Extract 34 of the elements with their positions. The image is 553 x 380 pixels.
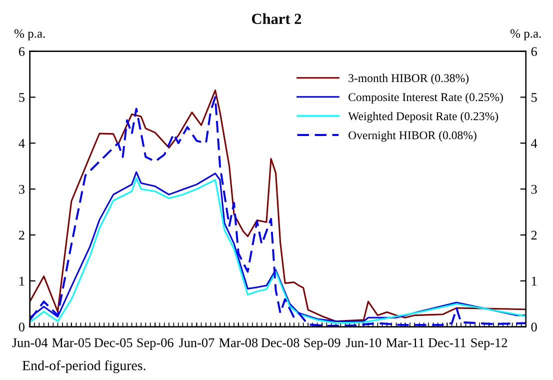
y2-tick-label: 1: [532, 276, 537, 286]
y2-tick-label: 2: [531, 230, 537, 240]
y2-tick-label: 4: [531, 139, 538, 148]
chart-title: Chart 2: [252, 13, 302, 24]
x-tick-label: Dec-05: [94, 338, 132, 348]
x-tick-label: Mar-05: [52, 338, 91, 348]
y-tick-label: 5: [19, 93, 24, 102]
x-tick-label: Sep-09: [304, 338, 340, 350]
y-axis-title: % p.a.: [14, 29, 45, 40]
y-tick-label: 0: [18, 322, 24, 332]
y2-tick-label: 3: [531, 184, 537, 194]
x-tick-label: Jun-04: [12, 338, 48, 348]
y-tick-label: 3: [19, 184, 24, 194]
x-tick-label: Sep-12: [471, 338, 507, 350]
x-tick-label: Dec-08: [261, 338, 300, 348]
x-tick-label: Sep-06: [137, 338, 174, 350]
y2-axis-title: % p.a.: [510, 29, 541, 40]
legend-label: 3-month HIBOR (0.38%): [348, 74, 469, 85]
legend-label: Composite Interest Rate (0.25%): [348, 92, 503, 104]
y2-tick-label: 5: [532, 93, 537, 102]
x-tick-label: Mar-08: [219, 338, 258, 348]
y-tick-label: 1: [20, 276, 24, 286]
y2-tick-label: 0: [531, 322, 537, 332]
y-tick-label: 6: [18, 47, 25, 56]
text: End-of-period figures.: [22, 360, 146, 374]
y-tick-label: 4: [18, 139, 25, 148]
legend-label: Weighted Deposit Rate (0.23%): [348, 112, 498, 123]
y2-tick-label: 6: [531, 47, 537, 56]
x-tick-label: Dec-11: [428, 338, 466, 348]
legend-label: Overnight HIBOR (0.08%): [348, 130, 476, 142]
y-tick-label: 2: [18, 230, 24, 240]
x-tick-label: Jun-10: [346, 338, 382, 348]
x-tick-label: Mar-11: [386, 338, 424, 348]
x-tick-label: Jun-07: [179, 338, 214, 348]
